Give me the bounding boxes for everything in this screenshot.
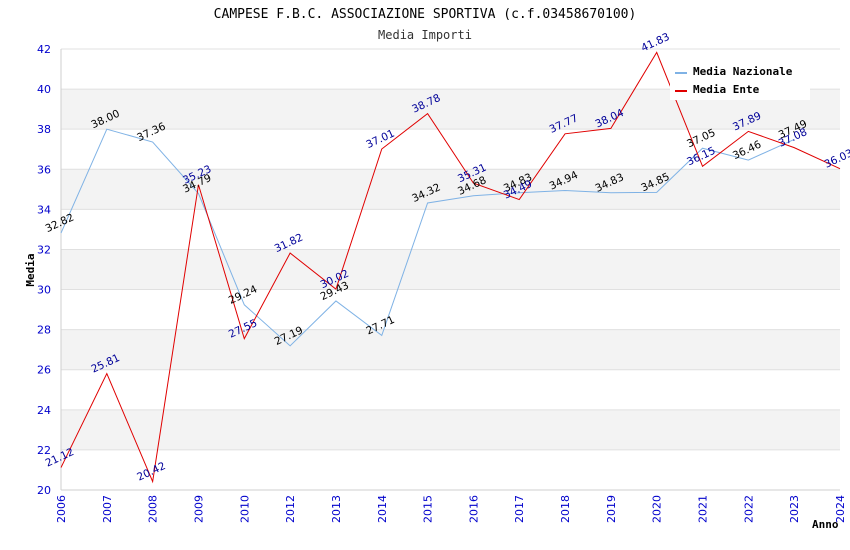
- data-label: 41.83: [639, 31, 671, 55]
- chart-subtitle: Media Importi: [378, 28, 472, 42]
- y-ticks: 20 22 24 26 28 30 32 34 36 38 40 42: [37, 43, 51, 497]
- y-tick-label: 36: [37, 163, 51, 176]
- x-tick-label: 2019: [605, 495, 618, 523]
- series-lines: [60, 51, 841, 484]
- data-label: 20.42: [135, 460, 167, 484]
- y-tick-label: 22: [37, 444, 51, 457]
- y-tick-label: 34: [37, 203, 51, 216]
- data-label: 37.01: [364, 128, 396, 152]
- x-tick-label: 2017: [513, 495, 526, 523]
- x-axis-label: Anno: [812, 518, 839, 531]
- x-tick-label: 2006: [55, 495, 68, 523]
- legend-label-nazionale: Media Nazionale: [693, 65, 793, 78]
- y-tick-label: 38: [37, 123, 51, 136]
- x-tick-label: 2020: [651, 495, 664, 523]
- x-tick-label: 2009: [192, 495, 205, 523]
- y-tick-label: 42: [37, 43, 51, 56]
- axes: [60, 49, 840, 491]
- y-tick-label: 28: [37, 324, 51, 337]
- y-tick-label: 20: [37, 484, 51, 497]
- legend: Media Nazionale Media Ente: [670, 60, 810, 100]
- data-label: 36.46: [731, 138, 764, 162]
- grid-bands: [61, 89, 840, 450]
- grid-band: [61, 249, 840, 290]
- chart-title: CAMPESE F.B.C. ASSOCIAZIONE SPORTIVA (c.…: [214, 7, 637, 22]
- x-tick-label: 2021: [697, 495, 710, 523]
- x-tick-label: 2023: [788, 495, 801, 523]
- y-tick-label: 26: [37, 364, 51, 377]
- x-tick-label: 2022: [742, 495, 755, 523]
- x-tick-label: 2014: [376, 495, 389, 523]
- x-tick-label: 2016: [467, 495, 480, 523]
- x-tick-label: 2008: [147, 495, 160, 523]
- legend-label-ente: Media Ente: [693, 83, 760, 96]
- x-tick-label: 2015: [422, 495, 435, 523]
- x-tick-label: 2007: [101, 495, 114, 523]
- y-tick-label: 30: [37, 284, 51, 297]
- y-tick-label: 32: [37, 243, 51, 256]
- x-tick-label: 2018: [559, 495, 572, 523]
- y-tick-label: 24: [37, 404, 51, 417]
- series-line-0: [60, 128, 795, 347]
- x-tick-label: 2010: [238, 495, 251, 523]
- x-ticks: 2006 2007 2008 2009 2010 2012 2013 2014 2015 2016…: [55, 495, 847, 523]
- series-line-1: [60, 51, 841, 484]
- x-tick-label: 2013: [330, 495, 343, 523]
- x-tick-label: 2024: [834, 495, 847, 523]
- x-tick-label: 2012: [284, 495, 297, 523]
- legend-box: [670, 60, 810, 100]
- grid-band: [61, 329, 840, 370]
- y-tick-label: 40: [37, 83, 51, 96]
- y-axis-label: Media: [24, 253, 37, 286]
- grid-band: [61, 169, 840, 210]
- grid-band: [61, 409, 840, 450]
